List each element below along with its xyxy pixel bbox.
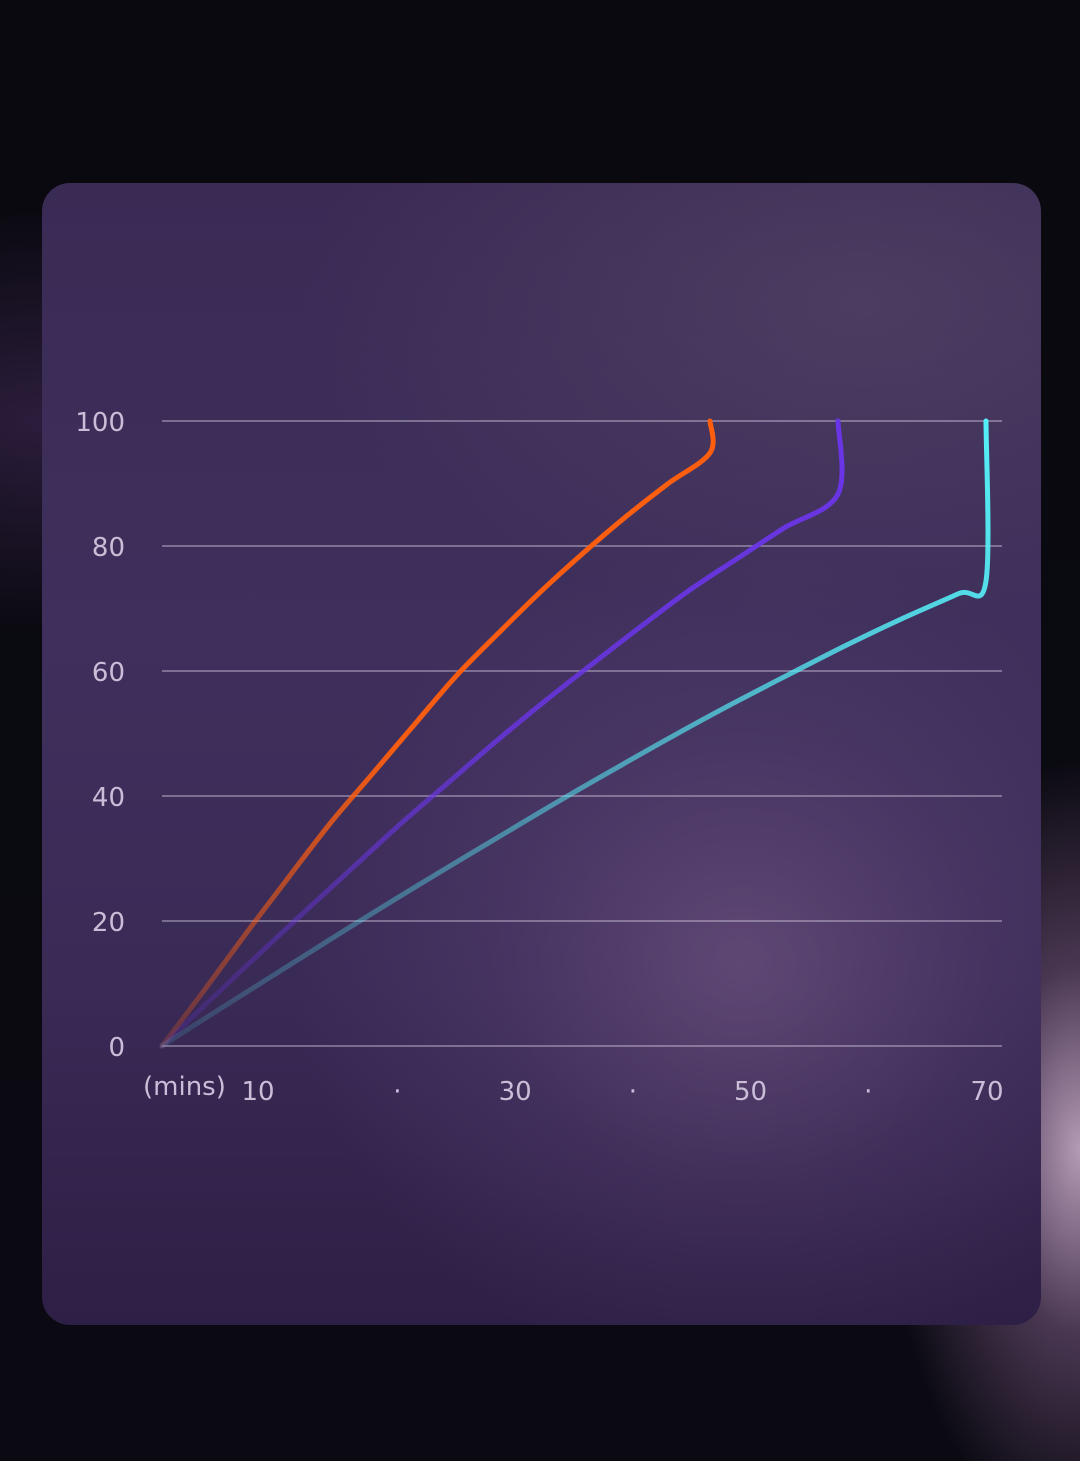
series-line-3	[159, 418, 991, 1049]
y-tick-label: 60	[92, 658, 125, 688]
y-tick-label: 40	[92, 783, 125, 813]
chart-card	[42, 183, 1041, 1325]
x-tick-dot: ·	[629, 1077, 637, 1107]
x-tick-label: 30	[499, 1077, 532, 1107]
x-axis-tick-labels: (mins) 10 · 30 · 50 · 70	[143, 1072, 1004, 1107]
y-tick-label: 80	[92, 533, 125, 563]
y-axis-tick-labels: 0 20 40 60 80 100	[75, 408, 125, 1063]
x-tick-label: 10	[241, 1077, 274, 1107]
y-tick-label: 0	[108, 1033, 125, 1063]
x-tick-dot: ·	[864, 1077, 872, 1107]
y-tick-label: 20	[92, 908, 125, 938]
x-tick-label: 70	[970, 1077, 1003, 1107]
x-tick-label: 50	[734, 1077, 767, 1107]
series-lines	[159, 418, 991, 1049]
series-line-2	[159, 418, 845, 1049]
x-axis-unit-label: (mins)	[143, 1072, 226, 1102]
grid-lines	[162, 420, 1002, 1047]
y-tick-label: 100	[75, 408, 125, 438]
x-tick-dot: ·	[393, 1077, 401, 1107]
series-line-1	[159, 418, 716, 1049]
